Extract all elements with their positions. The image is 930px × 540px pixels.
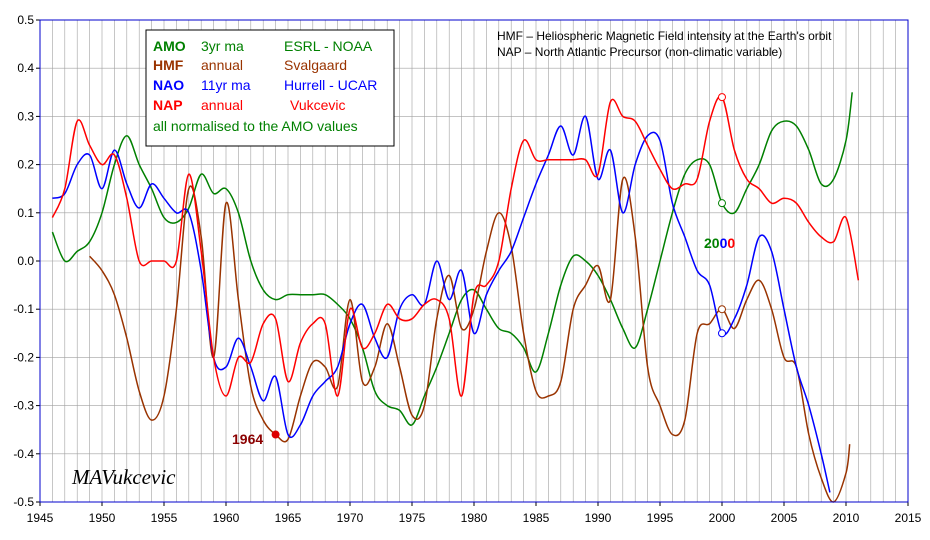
x-tick-label: 1965: [275, 511, 302, 525]
x-tick-label: 2010: [833, 511, 860, 525]
marker-1964: [271, 430, 280, 439]
legend-avg-nap: annual: [201, 97, 243, 113]
marker-2000-nap: [718, 93, 726, 102]
y-tick-label: 0.5: [17, 13, 34, 27]
x-tick-label: 1945: [27, 511, 54, 525]
legend-box: [145, 29, 395, 147]
y-tick-label: -0.3: [13, 399, 34, 413]
legend-footer: all normalised to the AMO values: [153, 118, 358, 134]
legend-code-amo: AMO: [153, 38, 186, 54]
x-tick-label: 2015: [895, 511, 922, 525]
legend-source-nap: Vukcevic: [290, 97, 346, 113]
y-tick-label: 0.4: [17, 61, 34, 75]
x-tick-label: 2005: [771, 511, 798, 525]
legend-source-amo: ESRL - NOAA: [284, 38, 373, 54]
x-tick-label: 1990: [585, 511, 612, 525]
marker-2000-hmf: [718, 305, 726, 314]
legend-avg-amo: 3yr ma: [201, 38, 244, 54]
y-tick-label: 0.1: [17, 206, 34, 220]
x-tick-label: 1975: [399, 511, 426, 525]
x-tick-label: 1960: [213, 511, 240, 525]
note-nap: NAP – North Atlantic Precursor (non-clim…: [497, 45, 782, 59]
marker-2000-nao: [718, 329, 726, 338]
annotation-2000-part-a: 20: [704, 235, 720, 251]
legend-code-hmf: HMF: [153, 57, 184, 73]
y-tick-label: 0.3: [17, 109, 34, 123]
y-tick-label: -0.5: [13, 495, 34, 509]
legend-code-nap: NAP: [153, 97, 183, 113]
x-tick-label: 1995: [647, 511, 674, 525]
annotation-2000-part-b: 0: [720, 235, 728, 251]
markers: [271, 93, 726, 439]
annotation-2000: 2000: [704, 235, 735, 251]
annotation-2000-part-c: 0: [727, 235, 735, 251]
note-hmf: HMF – Heliospheric Magnetic Field intens…: [497, 29, 832, 43]
legend: AMO 3yr ma ESRL - NOAA HMF annual Svalga…: [145, 29, 395, 147]
y-tick-label: 0.0: [17, 254, 34, 268]
y-axis-ticks: 0.5 0.4 0.3 0.2 0.1 0.0 -0.1 -0.2 -0.3 -0.4 -0.5: [13, 13, 40, 509]
legend-code-nao: NAO: [153, 77, 184, 93]
x-tick-label: 2000: [709, 511, 736, 525]
marker-2000-amo: [718, 199, 726, 208]
series-line-nao: [52, 115, 831, 493]
legend-source-hmf: Svalgaard: [284, 57, 347, 73]
signature: MAVukcevic: [71, 465, 176, 489]
y-tick-label: 0.2: [17, 158, 34, 172]
x-tick-label: 1980: [461, 511, 488, 525]
plot-frame: [39, 19, 909, 503]
x-axis-ticks: 1945 1950 1955 1960 1965 1970 1975 1980 1985 1990…: [27, 502, 922, 525]
annotation-1964: 1964: [232, 431, 263, 447]
legend-source-nao: Hurrell - UCAR: [284, 77, 377, 93]
x-tick-label: 1985: [523, 511, 550, 525]
x-tick-label: 1970: [337, 511, 364, 525]
legend-avg-hmf: annual: [201, 57, 243, 73]
legend-avg-nao: 11yr ma: [201, 77, 251, 93]
x-tick-label: 1950: [89, 511, 116, 525]
x-tick-label: 1955: [151, 511, 178, 525]
y-tick-label: -0.2: [13, 350, 34, 364]
y-tick-label: -0.4: [13, 447, 34, 461]
y-tick-label: -0.1: [13, 302, 34, 316]
